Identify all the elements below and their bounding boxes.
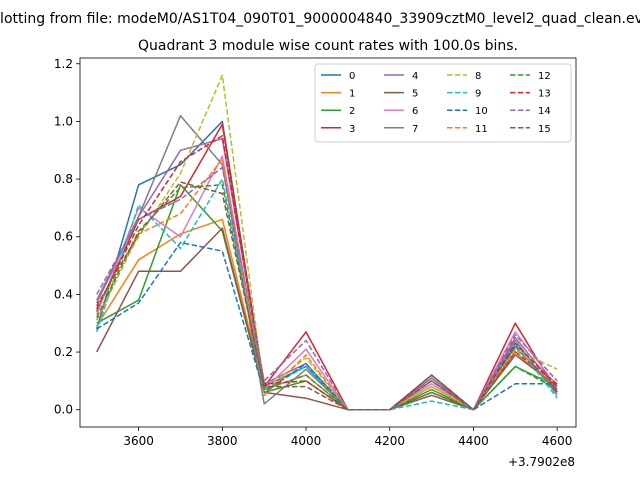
series-line-3: [96, 123, 558, 411]
axes-frame: [79, 57, 577, 428]
legend-label-7: 7: [412, 124, 418, 135]
legend-label-14: 14: [538, 106, 551, 117]
legend-label-15: 15: [538, 124, 551, 135]
plot-area: [95, 74, 558, 411]
series-line-4: [96, 137, 558, 411]
legend-label-0: 0: [349, 71, 355, 82]
legend-label-11: 11: [475, 124, 488, 135]
y-tick-label-6: 1.2: [54, 57, 73, 71]
legend-label-1: 1: [349, 89, 355, 100]
y-tick-label-4: 0.8: [54, 172, 73, 186]
x-tick-label-4000: 4000: [291, 434, 322, 448]
legend-label-8: 8: [475, 71, 481, 82]
legend-label-2: 2: [349, 106, 355, 117]
legend-label-9: 9: [475, 89, 481, 100]
axes: 3600 3800 4000 4200 4400 4600 0.0 0.2 0.4 0.6 0.8 1…: [54, 57, 577, 448]
series-line-10: [96, 241, 558, 411]
legend-label-6: 6: [412, 106, 418, 117]
y-tick-label-2: 0.4: [54, 287, 73, 301]
legend-box: [314, 63, 572, 143]
x-tick-label-4200: 4200: [374, 434, 405, 448]
legend-label-13: 13: [538, 89, 551, 100]
x-tick-label-3600: 3600: [123, 434, 154, 448]
series-line-8: [96, 74, 558, 411]
y-tick-label-3: 0.6: [54, 230, 73, 244]
x-tick-label-4400: 4400: [458, 434, 489, 448]
legend-label-3: 3: [349, 124, 355, 135]
series-line-0: [95, 120, 558, 411]
series-line-13: [96, 135, 558, 411]
y-tick-label-0: 0.0: [54, 403, 73, 417]
legend-label-12: 12: [538, 71, 551, 82]
chart-title: Quadrant 3 module wise count rates with …: [138, 38, 518, 54]
y-tick-label-1: 0.2: [54, 345, 73, 359]
legend-label-4: 4: [412, 71, 418, 82]
x-tick-label-4600: 4600: [542, 434, 573, 448]
y-tick-label-5: 1.0: [54, 114, 73, 128]
series-line-12: [96, 184, 558, 411]
series-line-15: [96, 181, 558, 411]
legend-label-5: 5: [412, 89, 418, 100]
series-line-14: [96, 166, 558, 411]
x-tick-label-3800: 3800: [207, 434, 238, 448]
x-offset-label: +3.7902e8: [508, 455, 575, 469]
figure-suptitle: Plotting from file: modeM0/AS1T04_090T01…: [0, 11, 640, 27]
series-line-11: [96, 158, 558, 411]
legend-label-10: 10: [475, 106, 488, 117]
